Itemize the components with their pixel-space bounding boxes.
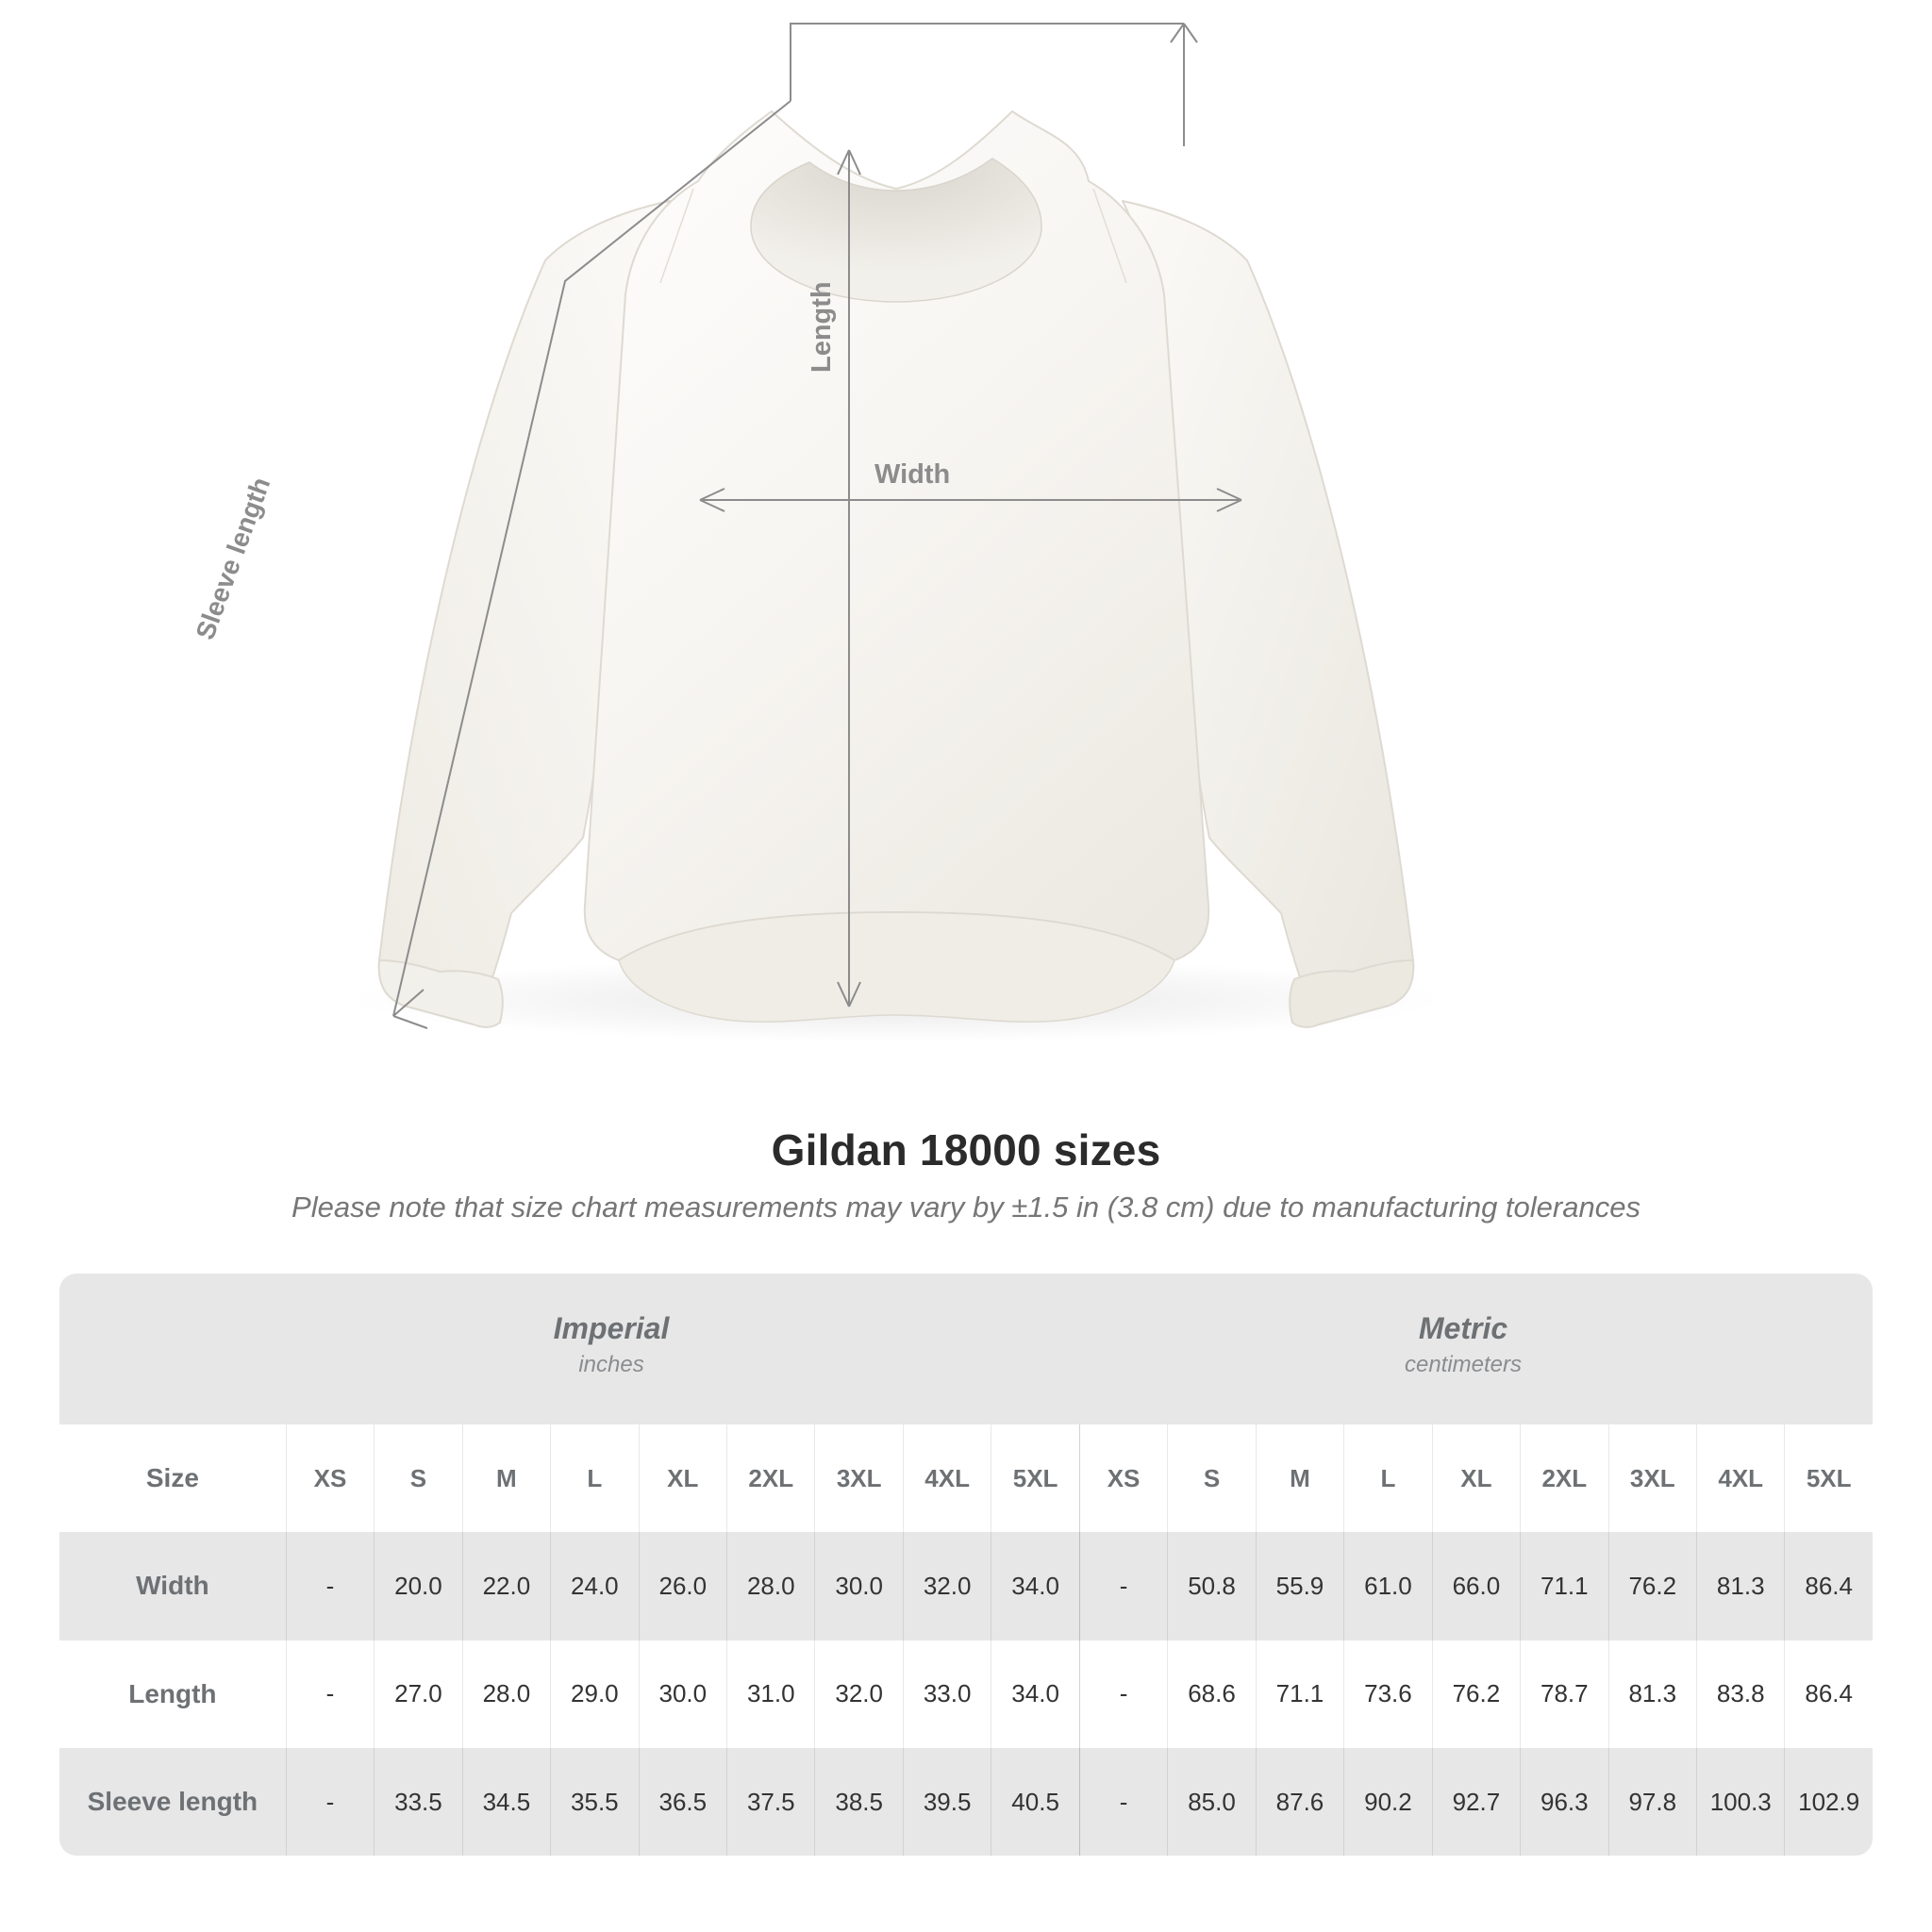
svg-text:Sleeve length: Sleeve length xyxy=(191,474,276,643)
svg-text:Width: Width xyxy=(874,459,950,490)
svg-text:Length: Length xyxy=(807,281,837,373)
